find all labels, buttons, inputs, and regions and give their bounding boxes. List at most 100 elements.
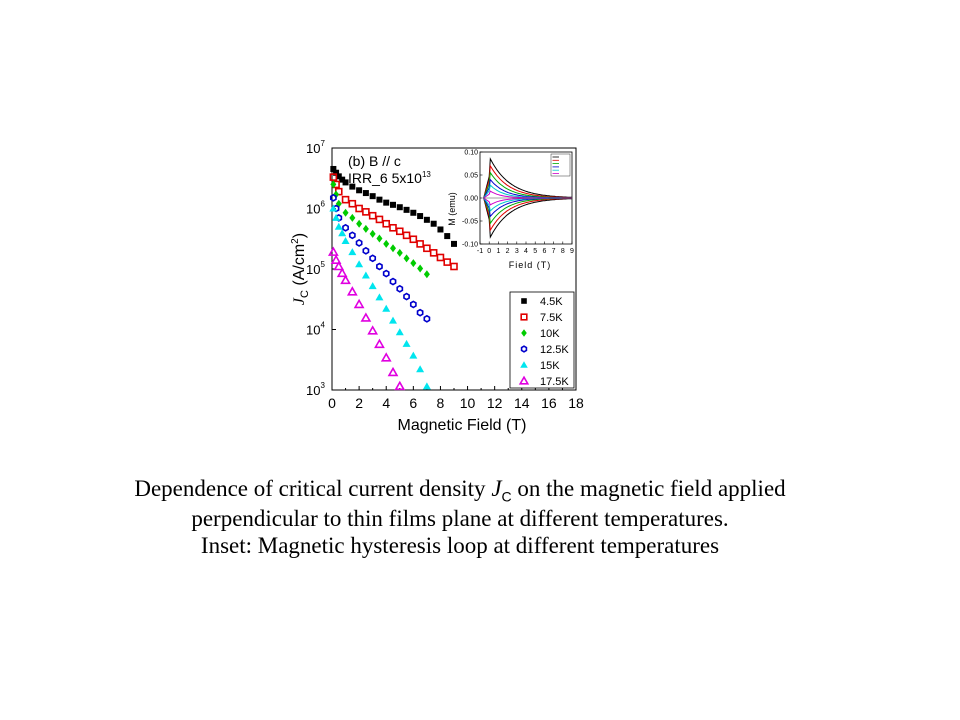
data-point: [338, 229, 347, 237]
data-point: [389, 223, 397, 232]
inset-y-tick-label: -0.05: [462, 219, 478, 226]
data-point: [382, 304, 391, 312]
data-point: [353, 298, 365, 309]
data-point: [390, 244, 396, 253]
caption-line-1-suffix: on the magnetic field applied: [511, 476, 786, 501]
y-tick-base: 10: [306, 323, 320, 338]
data-point: [396, 204, 403, 211]
y-tick-exponent: 5: [320, 260, 325, 269]
y-tick-base: 10: [306, 141, 320, 156]
data-point: [394, 380, 406, 391]
data-point: [423, 244, 431, 253]
legend-label: 4.5K: [540, 296, 563, 308]
y-tick-base: 10: [306, 262, 320, 277]
annotation-sample-base: IRR_6 5x10: [348, 170, 422, 186]
data-point: [423, 270, 430, 279]
caption-line-2: perpendicular to thin films plane at dif…: [191, 506, 729, 531]
data-point: [367, 325, 379, 335]
inset-y-tick-label: -0.10: [462, 242, 478, 249]
y-axis-label-close: ): [291, 233, 308, 238]
x-tick-label: 0: [328, 395, 336, 411]
y-axis-label-sub: C: [299, 290, 311, 298]
data-point: [376, 196, 383, 203]
data-point: [383, 199, 390, 206]
inset-hysteresis-loops: [483, 157, 572, 239]
data-point: [348, 248, 357, 256]
data-point: [342, 179, 349, 186]
data-point: [410, 209, 417, 216]
x-tick-label: 16: [541, 395, 557, 411]
y-tick-label: 105: [306, 260, 325, 277]
data-point: [410, 259, 417, 268]
y-axis-label: JC (A/cm2): [290, 233, 311, 305]
data-point: [382, 219, 391, 228]
data-point: [362, 246, 370, 255]
inset-legend: [550, 153, 571, 177]
data-point: [409, 235, 418, 244]
inset-x-tick-label: 2: [506, 248, 510, 255]
data-point: [341, 237, 350, 245]
inset-x-tick-label: 9: [570, 248, 574, 255]
data-point: [422, 382, 431, 390]
legend-marker: [521, 329, 527, 337]
y-axis-label-unit: (A/cm: [291, 244, 308, 290]
y-tick-base: 10: [306, 383, 320, 398]
y-axis-label-exp: 2: [290, 238, 301, 244]
data-point: [333, 260, 345, 271]
data-point: [396, 284, 404, 293]
inset-y-tick-label: 0.00: [464, 196, 478, 203]
x-tick-labels: 0 2 4 6 8 10 12 14 16 18: [328, 395, 584, 411]
data-point: [348, 231, 356, 240]
y-tick-label: 106: [306, 200, 325, 217]
data-point: [383, 239, 390, 248]
inset-x-tick-label: 5: [533, 248, 537, 255]
data-point: [382, 269, 390, 278]
data-point: [423, 314, 431, 323]
data-point: [416, 240, 424, 248]
data-point: [417, 264, 424, 273]
x-tick-label: 14: [514, 395, 530, 411]
legend: 4.5K 7.5K 10K 12.5K 15K 17.5K: [509, 291, 575, 389]
inset-x-tick-label: -1: [477, 248, 483, 255]
data-point: [375, 293, 384, 301]
data-point: [376, 262, 383, 271]
data-point: [436, 253, 445, 262]
y-tick-base: 10: [306, 202, 320, 217]
data-point: [409, 351, 418, 359]
series-4.5K: [330, 165, 457, 247]
data-point: [423, 216, 430, 223]
data-point: [395, 328, 404, 336]
data-point: [444, 233, 451, 240]
data-point: [390, 201, 396, 208]
annotation-sample: IRR_6 5x1013: [348, 170, 431, 186]
inset-x-tick-label: 6: [542, 248, 546, 255]
x-tick-label: 6: [409, 395, 417, 411]
data-point: [356, 187, 363, 194]
data-point: [451, 240, 457, 247]
data-point: [342, 208, 349, 217]
inset-x-tick-label: 0: [487, 248, 491, 255]
data-point: [403, 292, 410, 301]
legend-marker: [520, 361, 528, 368]
data-point: [374, 338, 385, 349]
legend-marker: [521, 298, 527, 304]
data-point: [396, 248, 403, 257]
data-point: [417, 213, 424, 220]
series-15K: [329, 204, 431, 390]
data-point: [362, 208, 370, 216]
data-point: [416, 308, 424, 317]
x-tick-label: 8: [437, 395, 445, 411]
data-point: [362, 190, 369, 197]
inset-y-tick-labels: -0.10 -0.05 0.00 0.05 0.10: [462, 150, 478, 249]
x-tick-label: 4: [382, 395, 390, 411]
data-point: [361, 271, 370, 279]
y-tick-exponent: 7: [320, 139, 325, 148]
caption-line-3: Inset: Magnetic hysteresis loop at diffe…: [200, 533, 720, 558]
y-tick-exponent: 4: [320, 321, 325, 330]
inset-x-tick-label: 8: [561, 248, 565, 255]
annotation-orientation: (b) B // c: [348, 153, 401, 169]
data-point: [356, 219, 363, 228]
x-tick-label: 18: [568, 395, 584, 411]
data-point: [389, 277, 397, 286]
